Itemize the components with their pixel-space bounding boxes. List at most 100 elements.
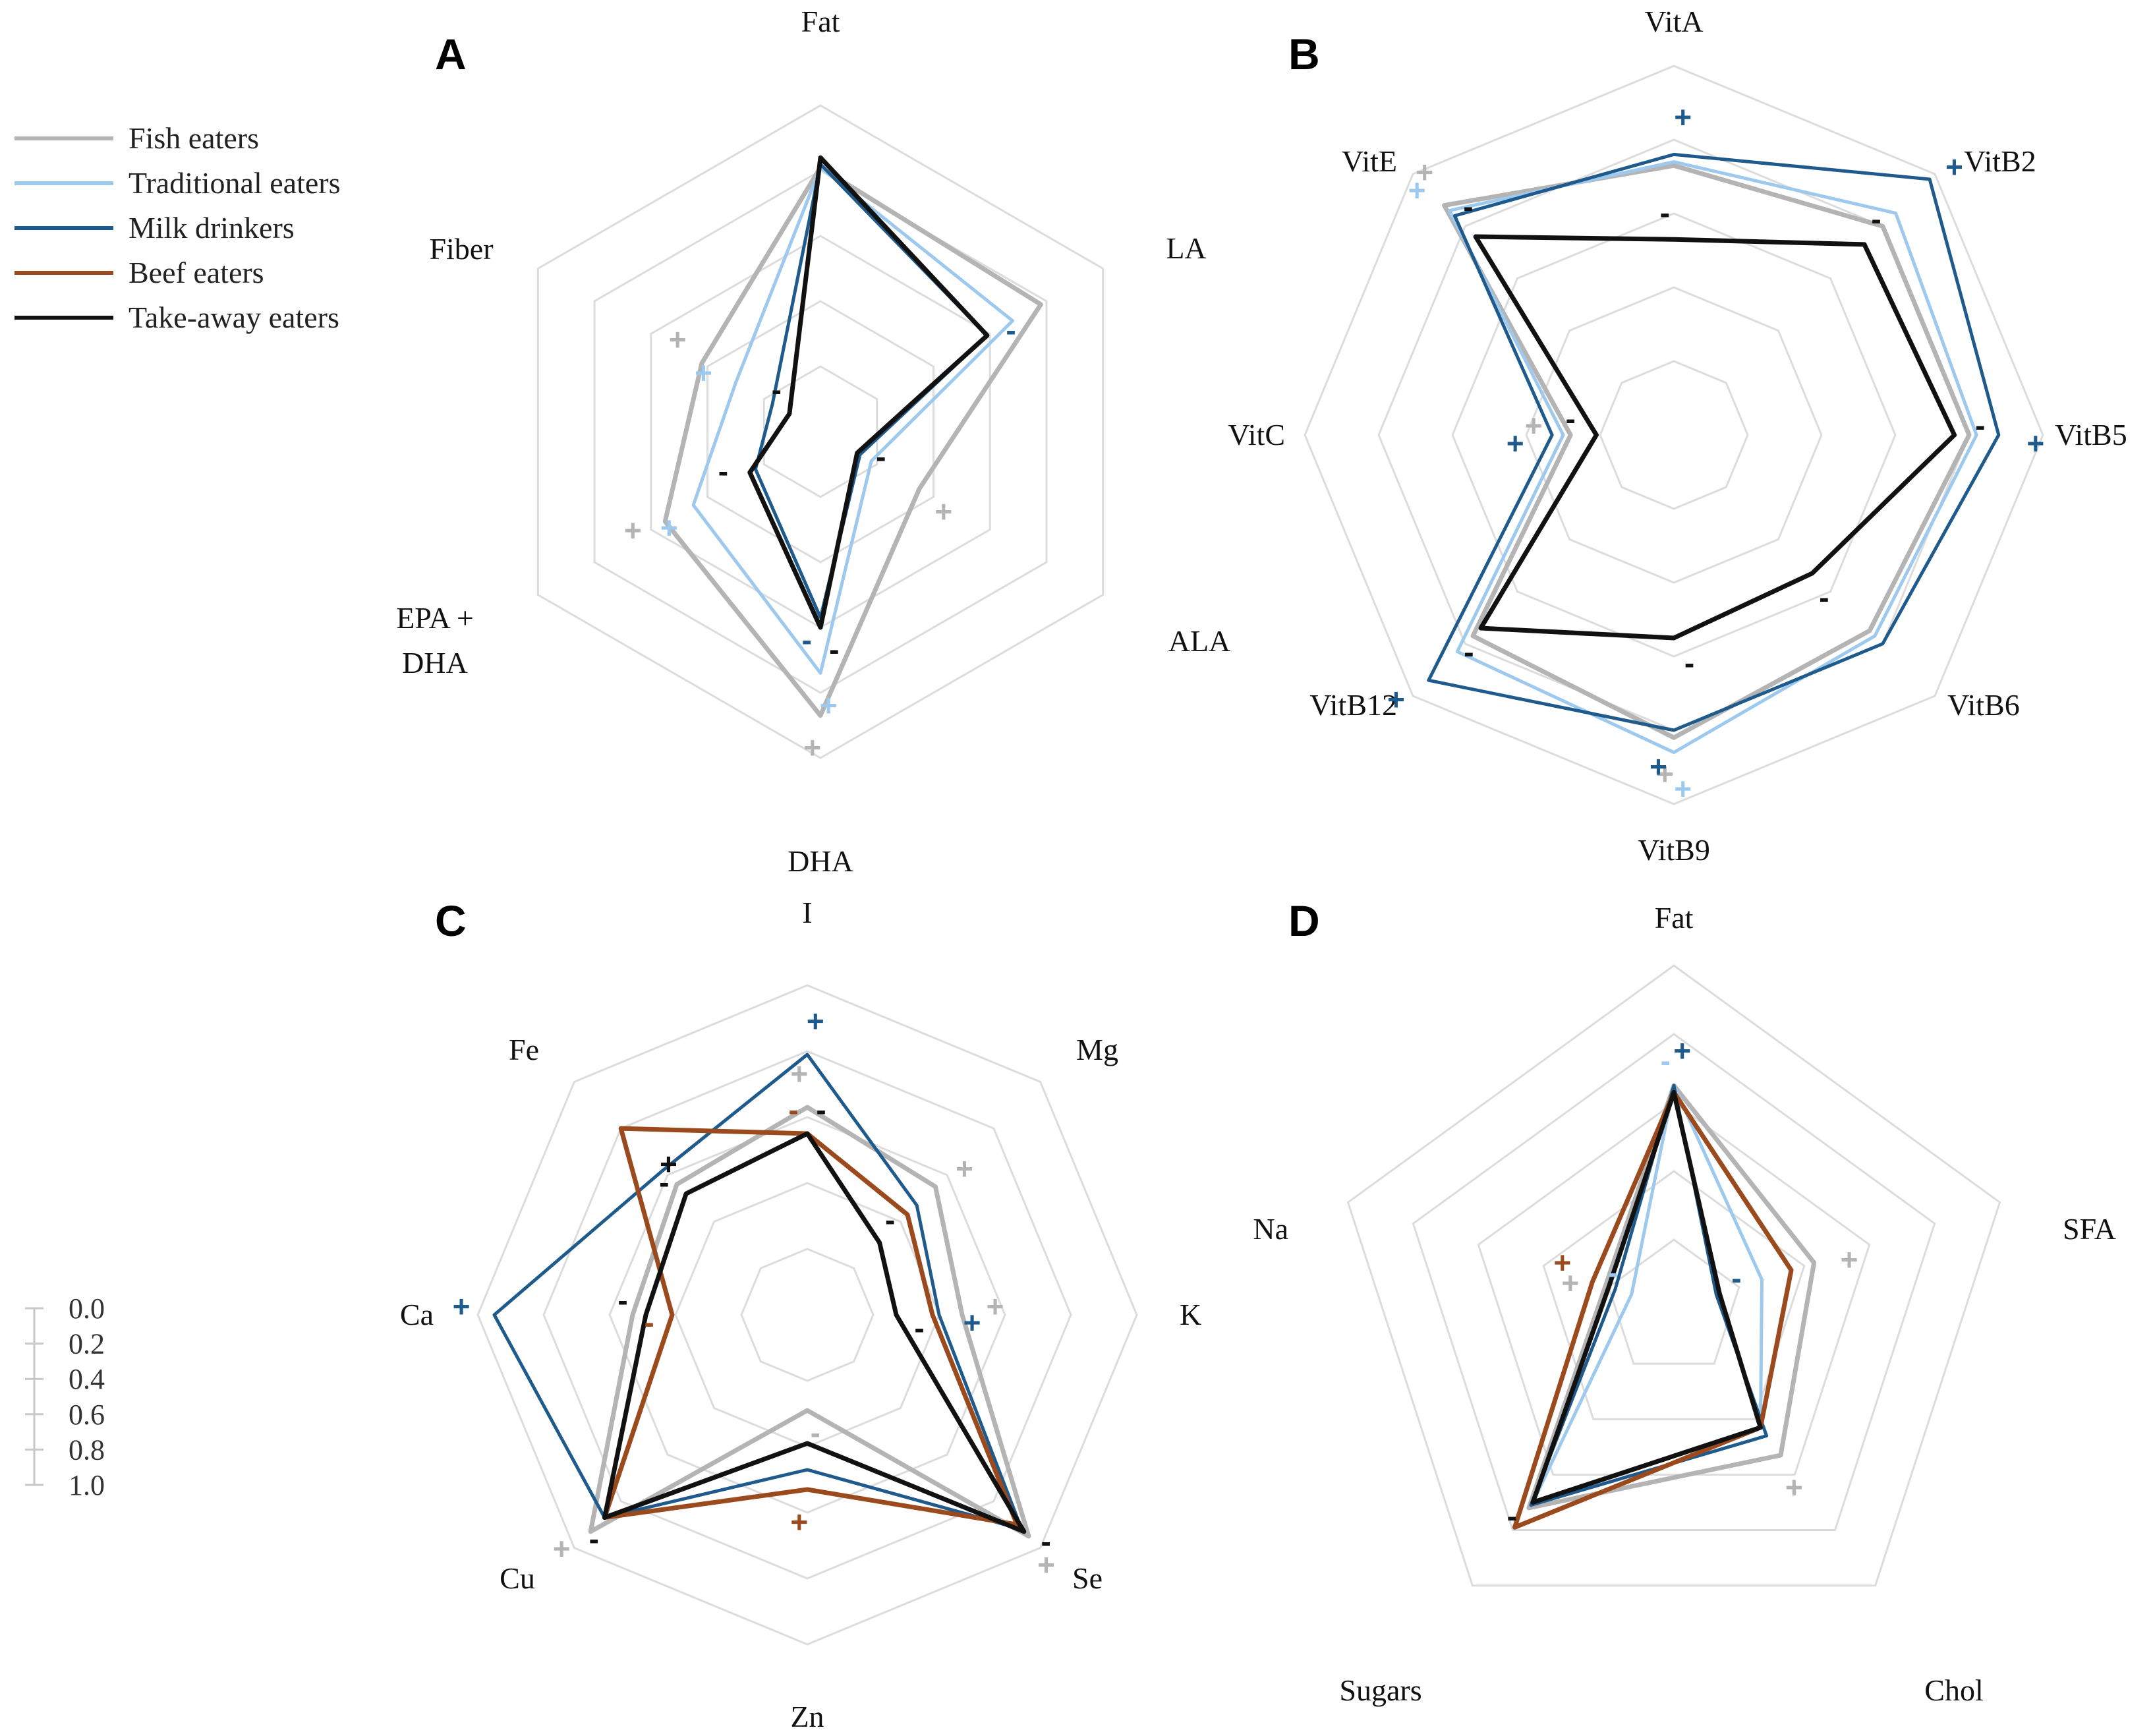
- panel-letter: A: [435, 30, 467, 78]
- scale-tick-label: 0.2: [69, 1328, 105, 1360]
- series-fish-eaters: [1526, 1083, 1817, 1511]
- series-milk-drinkers: [492, 1053, 1023, 1531]
- significance-mark: +: [660, 511, 678, 545]
- significance-mark: +: [807, 1004, 824, 1038]
- series-milk-drinkers: [1427, 152, 2001, 732]
- significance-mark: +: [790, 1505, 808, 1539]
- axis-label-la: LA: [1166, 231, 1206, 265]
- significance-mark: -: [1566, 401, 1576, 436]
- significance-mark: +: [820, 688, 838, 722]
- grid-ring: [536, 104, 1105, 759]
- axis-label-k: K: [1180, 1298, 1201, 1331]
- significance-mark: +: [987, 1289, 1004, 1323]
- significance-mark: -: [1463, 190, 1473, 224]
- significance-mark: -: [802, 623, 812, 657]
- grid-ring: [476, 984, 1138, 1646]
- significance-mark: -: [718, 454, 728, 488]
- axis-label-vite: VitE: [1342, 144, 1397, 178]
- axis-label-se: Se: [1072, 1561, 1103, 1595]
- axis-label-vitb2: VitB2: [1964, 144, 2036, 178]
- axis-label-fat: Fat: [1655, 901, 1694, 935]
- significance-mark: +: [1507, 426, 1524, 461]
- significance-mark: -: [1660, 196, 1670, 230]
- grid-ring: [762, 365, 878, 498]
- significance-mark: +: [453, 1289, 471, 1323]
- significance-mark: +: [956, 1151, 973, 1186]
- grid-ring: [706, 300, 934, 564]
- grid-ring: [1412, 1033, 1936, 1532]
- grid-ring: [542, 1050, 1072, 1580]
- series-traditional-eaters: [691, 165, 1015, 675]
- axis-label-vitc: VitC: [1228, 418, 1285, 451]
- significance-mark: -: [1684, 646, 1694, 680]
- significance-mark: -: [885, 1203, 895, 1237]
- axis-label-i: I: [802, 896, 812, 929]
- significance-mark: +: [1674, 100, 1692, 134]
- significance-mark: +: [963, 1305, 981, 1339]
- axis-label-na: Na: [1253, 1212, 1288, 1246]
- legend-label-traditional-eaters: Traditional eaters: [129, 166, 341, 200]
- legend-label-fish-eaters: Fish eaters: [129, 121, 259, 155]
- legend-label-beef-eaters: Beef eaters: [129, 256, 264, 289]
- significance-mark: +: [1674, 772, 1692, 806]
- panel-letter: B: [1288, 30, 1320, 78]
- scale-tick-label: 0.4: [69, 1363, 105, 1395]
- significance-mark: +: [1561, 1265, 1579, 1300]
- significance-mark: +: [669, 322, 687, 357]
- axis-label-vitb6: VitB6: [1947, 688, 2020, 722]
- series-fish-eaters: [662, 165, 1043, 718]
- significance-mark: -: [1041, 1524, 1051, 1559]
- significance-mark: +: [803, 730, 821, 765]
- significance-mark: -: [644, 1305, 654, 1339]
- significance-mark: -: [1507, 1499, 1517, 1533]
- significance-mark: -: [876, 440, 886, 474]
- series-beef-eaters: [1512, 1089, 1794, 1530]
- significance-mark: +: [1650, 749, 1667, 784]
- significance-mark: -: [1871, 202, 1881, 237]
- grid-ring: [1451, 212, 1897, 658]
- grid-ring: [1542, 1170, 1806, 1420]
- grid-ring: [1346, 964, 2001, 1587]
- radar-panel-b: B VitA VitB2 VitB5 VitB6 VitB9 VitB12 VitC VitE +…: [1228, 5, 2127, 867]
- legend-label-milk-drinkers: Milk drinkers: [129, 211, 295, 245]
- panel-letter: D: [1288, 896, 1320, 945]
- value-scale: 0.00.20.4 0.60.81.0: [25, 1292, 105, 1501]
- significance-mark: -: [1661, 1044, 1671, 1078]
- grid-ring: [674, 1182, 940, 1448]
- significance-mark: -: [659, 1165, 669, 1200]
- significance-mark: -: [811, 1416, 820, 1450]
- axis-label-sfa: SFA: [2063, 1212, 2116, 1246]
- significance-mark: +: [660, 1147, 677, 1181]
- significance-mark: -: [1464, 635, 1474, 669]
- significance-mark: -: [589, 1522, 599, 1556]
- scale-tick-label: 0.0: [69, 1292, 105, 1325]
- significance-mark: +: [1416, 155, 1433, 189]
- axis-label-cu: Cu: [500, 1561, 535, 1595]
- significance-mark: -: [772, 372, 782, 407]
- significance-mark: -: [1731, 1261, 1741, 1296]
- axis-label-fiber: Fiber: [429, 232, 493, 266]
- significance-mark: +: [624, 513, 642, 547]
- significance-mark: +: [1408, 173, 1426, 208]
- series-take-away-eaters: [602, 1131, 1027, 1534]
- significance-mark: -: [914, 1311, 924, 1345]
- axis-label-dha: DHA: [788, 844, 853, 878]
- axis-label-sugars: Sugars: [1339, 1673, 1421, 1707]
- significance-mark: +: [1387, 682, 1405, 716]
- grid-ring: [1599, 360, 1749, 510]
- series-beef-eaters: [602, 1126, 1019, 1527]
- significance-mark: +: [1037, 1548, 1055, 1582]
- series-take-away-eaters: [1530, 1089, 1763, 1505]
- significance-mark: +: [1785, 1470, 1803, 1505]
- axis-label-vita: VitA: [1644, 5, 1703, 38]
- axis-label-zn: Zn: [790, 1700, 824, 1733]
- significance-mark: -: [829, 633, 839, 667]
- significance-mark: +: [2026, 426, 2044, 461]
- axis-label-fat: Fat: [801, 5, 840, 38]
- axis-label-vitb9: VitB9: [1638, 833, 1710, 867]
- significance-mark: -: [617, 1283, 627, 1317]
